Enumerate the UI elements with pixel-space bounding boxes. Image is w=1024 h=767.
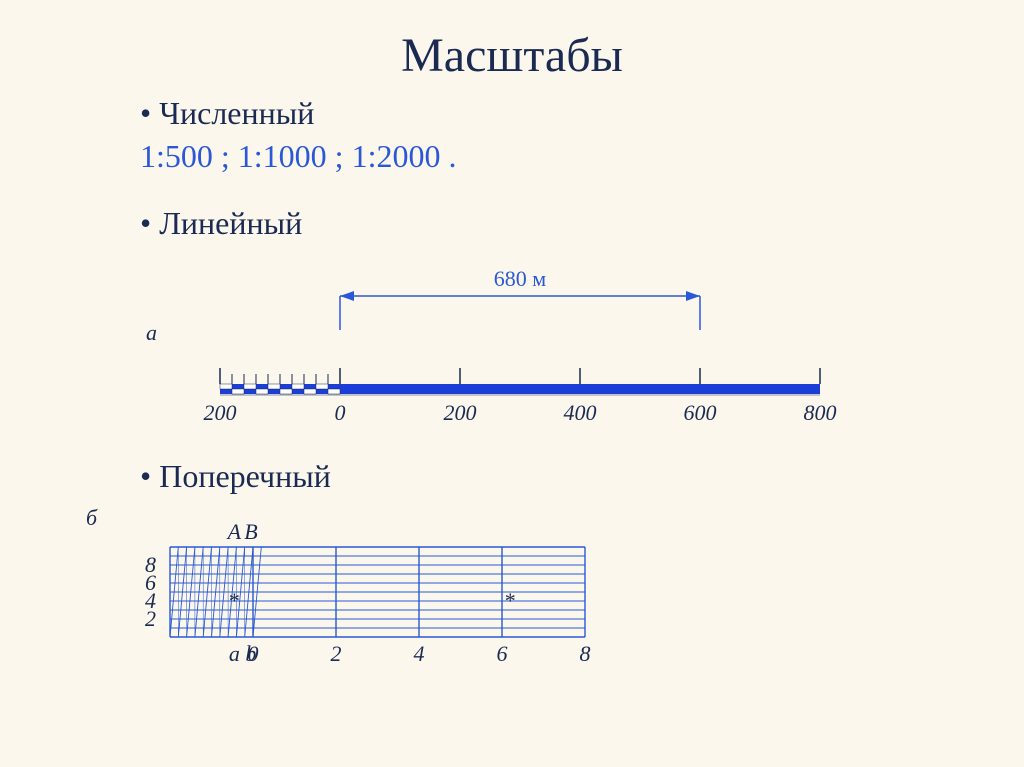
svg-text:b: b	[245, 641, 256, 666]
svg-text:6: 6	[497, 641, 508, 666]
bullet-numerical: Численный	[140, 95, 944, 132]
svg-text:б: б	[86, 505, 98, 530]
svg-text:0: 0	[335, 400, 346, 425]
svg-text:B: B	[244, 519, 257, 544]
slide: Масштабы Численный 1:500 ; 1:1000 ; 1:20…	[0, 0, 1024, 767]
svg-text:а: а	[146, 320, 157, 345]
svg-text:200: 200	[444, 400, 477, 425]
svg-text:200: 200	[204, 400, 237, 425]
svg-text:4: 4	[414, 641, 425, 666]
page-title: Масштабы	[0, 28, 1024, 83]
transverse-scale-chart: б246802468ABab**	[80, 501, 1000, 671]
numerical-scales: 1:500 ; 1:1000 ; 1:2000 .	[140, 138, 944, 175]
sep: ;	[221, 138, 230, 175]
svg-text:400: 400	[564, 400, 597, 425]
svg-text:800: 800	[804, 400, 837, 425]
svg-text:A: A	[226, 519, 242, 544]
scale-2: 1:1000	[238, 138, 327, 175]
svg-text:2: 2	[331, 641, 342, 666]
bullet-transverse: Поперечный	[140, 458, 944, 495]
scale-1: 1:500	[140, 138, 213, 175]
linear-scale-chart: а 680 м 200 0 200 400 600 800	[140, 252, 860, 452]
svg-text:680 м: 680 м	[494, 266, 547, 291]
svg-text:*: *	[505, 588, 516, 613]
svg-text:600: 600	[684, 400, 717, 425]
bullet-linear: Линейный	[140, 205, 944, 242]
svg-text:a: a	[229, 641, 240, 666]
svg-text:*: *	[229, 588, 240, 613]
scale-3: 1:2000	[352, 138, 441, 175]
sep: ;	[335, 138, 344, 175]
svg-text:8: 8	[145, 552, 156, 577]
trail: .	[448, 138, 456, 175]
body: Численный 1:500 ; 1:1000 ; 1:2000 . Лине…	[0, 95, 1024, 495]
svg-text:8: 8	[580, 641, 591, 666]
